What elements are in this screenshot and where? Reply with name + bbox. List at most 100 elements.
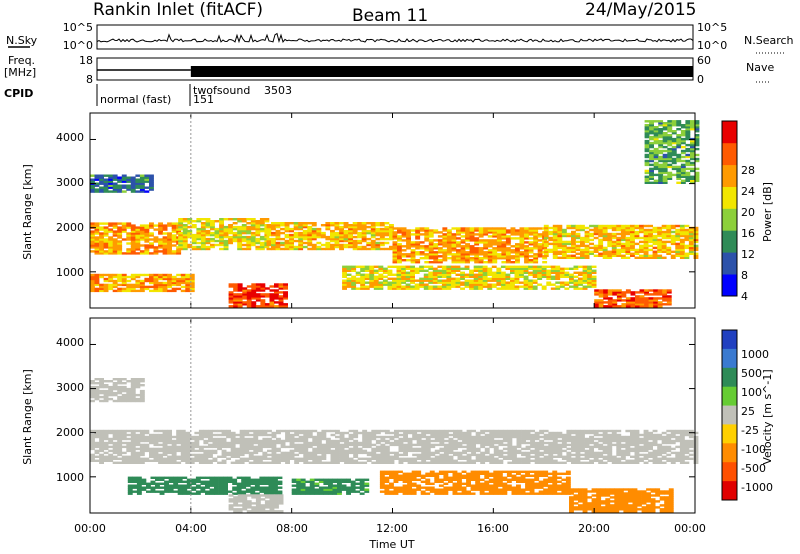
heatmap-cell-band-2 bbox=[302, 224, 308, 227]
heatmap-cell-band-4 bbox=[543, 252, 549, 255]
heatmap-cell-band-10 bbox=[662, 161, 668, 165]
heatmap-cell-band-3 bbox=[510, 231, 516, 234]
heatmap-cell-band-0 bbox=[185, 453, 191, 457]
heatmap-cell-band-0 bbox=[117, 451, 123, 455]
heatmap-cell-band-0 bbox=[407, 431, 413, 435]
heatmap-cell-band-7 bbox=[514, 265, 520, 268]
heatmap-cell-band-4 bbox=[598, 238, 604, 242]
heatmap-cell-band-8 bbox=[648, 303, 654, 306]
heatmap-cell-band-7 bbox=[428, 281, 434, 284]
heatmap-cell-band-7 bbox=[346, 267, 352, 270]
heatmap-cell-band-3 bbox=[492, 239, 498, 242]
heatmap-cell-band-0 bbox=[94, 246, 100, 249]
heatmap-cell-band-0 bbox=[534, 431, 540, 435]
heatmap-cell-band-3 bbox=[519, 233, 525, 236]
heatmap-cell-band-10 bbox=[676, 157, 682, 161]
heatmap-cell-band-0 bbox=[375, 459, 381, 462]
heatmap-cell-band-9 bbox=[90, 174, 95, 177]
heatmap-cell-band-9 bbox=[121, 178, 127, 181]
heatmap-cell-band-0 bbox=[425, 431, 431, 435]
heatmap-cell-band-3 bbox=[524, 259, 529, 262]
heatmap-cell-band-4 bbox=[589, 232, 594, 236]
heatmap-cell-band-8 bbox=[598, 303, 604, 306]
heatmap-cell-band-2 bbox=[266, 225, 272, 229]
heatmap-cell-band-0 bbox=[407, 457, 413, 460]
heatmap-cell-band-7 bbox=[432, 285, 438, 288]
heatmap-cell-band-0 bbox=[403, 453, 408, 457]
heatmap-cell-band-4 bbox=[607, 252, 613, 255]
heatmap-cell-band-8 bbox=[594, 289, 600, 292]
heatmap-cell-band-7 bbox=[382, 269, 388, 272]
heatmap-cell-band-3 bbox=[519, 237, 525, 240]
heatmap-cell-band-8 bbox=[594, 299, 600, 302]
heatmap-cell-band-3 bbox=[437, 261, 443, 264]
heatmap-cell-band-1 bbox=[135, 378, 141, 381]
heatmap-cell-band-0 bbox=[634, 435, 640, 439]
heatmap-cell-band-3 bbox=[437, 231, 443, 234]
heatmap-cell-band-3 bbox=[487, 251, 493, 254]
heatmap-cell-band-0 bbox=[471, 441, 476, 445]
heatmap-cell-band-10 bbox=[649, 143, 654, 147]
heatmap-cell-band-0 bbox=[657, 443, 663, 447]
heatmap-cell-band-0 bbox=[530, 455, 535, 458]
heatmap-cell-band-3 bbox=[533, 235, 539, 238]
heatmap-cell-band-7 bbox=[378, 285, 384, 288]
heatmap-cell-band-9 bbox=[139, 176, 145, 179]
heatmap-cell-band-10 bbox=[653, 165, 659, 169]
heatmap-cell-band-3 bbox=[406, 237, 411, 240]
heatmap-cell-band-0 bbox=[99, 459, 104, 462]
heatmap-cell-band-3 bbox=[392, 235, 398, 238]
heatmap-cell-band-0 bbox=[439, 443, 445, 447]
heatmap-cell-band-0 bbox=[303, 435, 309, 439]
heatmap-cell-band-7 bbox=[437, 281, 443, 284]
heatmap-cell-band-3 bbox=[446, 235, 452, 238]
heatmap-cell-band-0 bbox=[602, 441, 608, 445]
heatmap-cell-band-7 bbox=[405, 287, 411, 290]
heatmap-cell-band-4 bbox=[620, 242, 626, 246]
heatmap-cell-band-1 bbox=[214, 235, 220, 239]
heatmap-cell-band-0 bbox=[253, 429, 259, 433]
heatmap-cell-band-3 bbox=[424, 239, 430, 242]
heatmap-cell-band-1 bbox=[219, 227, 224, 231]
heatmap-cell-band-0 bbox=[244, 449, 250, 453]
heatmap-cell-band-0 bbox=[502, 433, 508, 437]
heatmap-cell-band-3 bbox=[437, 241, 443, 244]
heatmap-cell-band-5 bbox=[121, 273, 127, 277]
heatmap-cell-band-10 bbox=[676, 134, 682, 137]
heatmap-cell-band-0 bbox=[571, 447, 576, 451]
heatmap-cell-band-10 bbox=[690, 179, 695, 182]
heatmap-cell-band-10 bbox=[694, 122, 700, 125]
heatmap-cell-band-0 bbox=[493, 461, 499, 464]
heatmap-cell-band-4 bbox=[679, 240, 685, 244]
heatmap-cell-band-0 bbox=[149, 459, 154, 462]
heatmap-cell-band-0 bbox=[339, 435, 345, 439]
heatmap-cell-band-4 bbox=[561, 252, 567, 255]
heatmap-cell-band-0 bbox=[158, 244, 163, 247]
heatmap-cell-band-7 bbox=[505, 287, 511, 290]
heatmap-cell-band-3 bbox=[419, 251, 425, 254]
heatmap-cell-band-2 bbox=[370, 241, 376, 245]
heatmap-cell-band-0 bbox=[448, 457, 454, 460]
heatmap-cell-band-0 bbox=[321, 451, 327, 455]
heatmap-cell-band-0 bbox=[203, 455, 209, 458]
heatmap-cell-band-3 bbox=[496, 255, 502, 258]
heatmap-cell-band-4 bbox=[607, 240, 613, 244]
heatmap-cell-band-4 bbox=[561, 230, 567, 234]
heatmap-cell-band-8 bbox=[662, 295, 668, 298]
heatmap-cell-band-3 bbox=[505, 239, 511, 242]
heatmap-cell-band-3 bbox=[515, 255, 520, 258]
heatmap-cell-band-4 bbox=[620, 234, 626, 238]
heatmap-cell-band-4 bbox=[620, 230, 626, 234]
heatmap-cell-band-5 bbox=[135, 275, 141, 279]
heatmap-cell-band-9 bbox=[149, 180, 154, 183]
heatmap-cell-band-0 bbox=[94, 232, 100, 235]
heatmap-cell-band-0 bbox=[425, 451, 431, 455]
heatmap-cell-band-10 bbox=[662, 177, 668, 180]
heatmap-cell-band-0 bbox=[639, 447, 644, 451]
heatmap-cell-band-0 bbox=[589, 447, 594, 451]
heatmap-cell-band-0 bbox=[253, 431, 259, 435]
heatmap-cell-band-3 bbox=[451, 245, 457, 248]
heatmap-cell-band-4 bbox=[552, 256, 558, 259]
heatmap-cell-band-10 bbox=[658, 124, 664, 127]
heatmap-cell-band-0 bbox=[670, 435, 676, 439]
